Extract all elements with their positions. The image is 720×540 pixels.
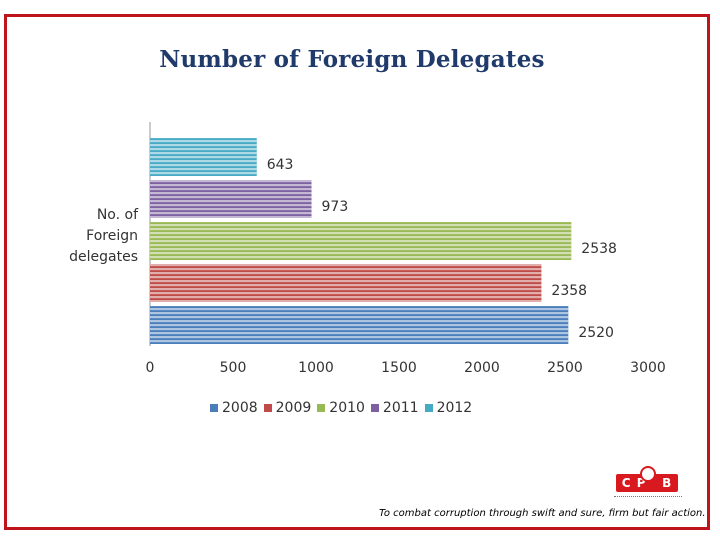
logo-mark: C P B [616,474,678,492]
bar-stripes-2008 [150,306,569,344]
legend-swatch [370,404,379,412]
x-tick-label: 1000 [298,360,334,376]
x-tick-label: 2500 [547,360,583,376]
legend-label: 2011 [382,400,419,416]
x-tick-label: 500 [220,360,247,376]
bar-label-2012: 643 [267,157,294,173]
legend-swatch [210,404,218,412]
legend-item-2010: 2010 [317,400,365,416]
chart-title: Number of Foreign Delegates [159,46,545,73]
y-axis-label-line-2: Foreign [86,228,138,244]
legend-swatch [424,404,433,412]
y-axis-label-line-1: No. of [97,207,139,223]
legend-item-2012: 2012 [424,400,473,416]
chart-legend: 2008 2009 2010 2011 2012 [210,400,472,416]
logo-subtitle-strip [614,496,682,500]
bar-stripes-2010 [150,222,572,260]
bar-stripes-2012 [150,138,257,176]
legend-swatch [263,404,272,412]
logo-globe-icon [640,466,656,482]
bar-label-2009: 2358 [551,283,587,299]
bar-label-2010: 2538 [581,241,617,257]
legend-label: 2012 [436,400,473,416]
legend-swatch [317,404,326,412]
bar-stripes-2011 [150,180,312,218]
legend-label: 2008 [222,400,258,416]
x-tick-label: 0 [146,360,155,376]
bar-stripes-2009 [150,264,542,302]
footer-tagline: To combat corruption through swift and s… [379,508,706,519]
y-axis-label-line-3: delegates [69,249,138,265]
legend-label: 2009 [275,400,312,416]
x-tick-label: 2000 [464,360,500,376]
x-tick-label: 3000 [630,360,666,376]
bar-label-2008: 2520 [578,325,614,341]
bar-label-2011: 973 [322,199,349,215]
legend-item-2011: 2011 [370,400,419,416]
slide-frame [4,14,710,530]
legend-label: 2010 [329,400,365,416]
legend-item-2008: 2008 [210,400,258,416]
x-tick-label: 1500 [381,360,417,376]
legend-item-2009: 2009 [263,400,312,416]
cpib-logo: C P B [612,466,686,502]
